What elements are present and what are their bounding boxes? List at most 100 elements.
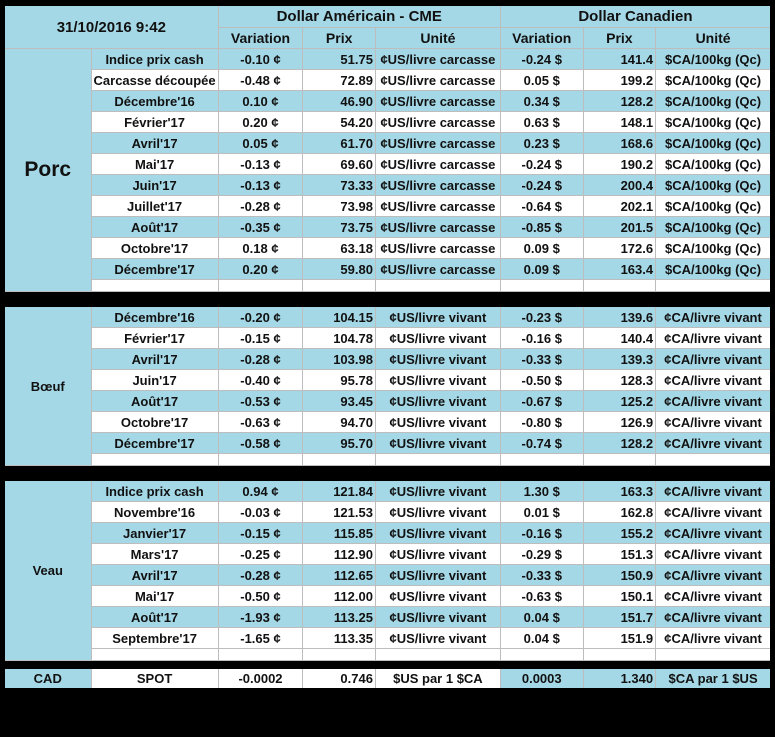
us-unit: ¢US/livre carcasse	[374, 153, 501, 175]
ca-price: 202.1	[582, 195, 657, 217]
us-unit: ¢US/livre vivant	[374, 501, 501, 523]
us-unit: ¢US/livre carcasse	[374, 48, 501, 70]
ca-variation: -0.64 $	[499, 195, 584, 217]
us-price: 103.98	[302, 348, 376, 370]
section-label: Bœuf	[3, 306, 92, 466]
row-label: Indice prix cash	[90, 48, 219, 70]
us-variation: -0.28 ¢	[217, 564, 304, 586]
ca-price: 126.9	[582, 411, 657, 433]
header-row-columns: Variation Prix Unité Variation Prix Unit…	[4, 27, 772, 49]
us-variation: -1.65 ¢	[217, 627, 304, 649]
row-label: Avril'17	[90, 132, 219, 154]
ca-price: 172.6	[582, 237, 657, 259]
us-unit: ¢US/livre vivant	[374, 606, 501, 628]
row-label: Juin'17	[90, 174, 219, 196]
empty-cell	[582, 453, 657, 466]
ca-price: 151.7	[582, 606, 657, 628]
row-label: Décembre'17	[90, 432, 219, 454]
ca-unit: ¢CA/livre vivant	[655, 432, 772, 454]
us-unit: ¢US/livre carcasse	[374, 132, 501, 154]
ca-price: 139.3	[582, 348, 657, 370]
us-variation: 0.18 ¢	[217, 237, 304, 259]
ca-unit: ¢CA/livre vivant	[655, 606, 772, 628]
ca-variation: -0.85 $	[499, 216, 584, 238]
us-price: 0.746	[302, 668, 376, 690]
row-label: Septembre'17	[90, 627, 219, 649]
us-unit: ¢US/livre vivant	[374, 411, 501, 433]
empty-cell	[374, 648, 501, 661]
us-unit: ¢US/livre vivant	[374, 522, 501, 544]
us-variation: -0.15 ¢	[217, 522, 304, 544]
empty-cell	[374, 279, 501, 292]
us-variation: -0.28 ¢	[217, 348, 304, 370]
ca-variation: 0.0003	[499, 668, 584, 690]
us-unit: ¢US/livre carcasse	[374, 216, 501, 238]
us-variation: 0.10 ¢	[217, 90, 304, 112]
ca-variation: 0.09 $	[499, 237, 584, 259]
us-unit: ¢US/livre vivant	[374, 543, 501, 565]
ca-prix-header: Prix	[582, 27, 657, 49]
ca-unit: $CA/100kg (Qc)	[655, 132, 772, 154]
commodity-price-table: 31/10/2016 9:42 Dollar Américain - CME D…	[2, 3, 773, 691]
us-price: 95.78	[302, 369, 376, 391]
ca-price: 155.2	[582, 522, 657, 544]
ca-unit: ¢CA/livre vivant	[655, 327, 772, 349]
ca-variation: -0.24 $	[499, 174, 584, 196]
empty-cell	[499, 453, 584, 466]
row-label: Novembre'16	[90, 501, 219, 523]
us-variation: -0.63 ¢	[217, 411, 304, 433]
ca-price: 150.9	[582, 564, 657, 586]
row-label: Février'17	[90, 327, 219, 349]
ca-variation: -0.67 $	[499, 390, 584, 412]
ca-variation: -0.80 $	[499, 411, 584, 433]
ca-price: 128.2	[582, 90, 657, 112]
section-label: Porc	[3, 48, 92, 292]
us-variation: -0.20 ¢	[217, 306, 304, 328]
section-gap	[3, 465, 772, 481]
us-unit: ¢US/livre carcasse	[374, 69, 501, 91]
ca-unit: ¢CA/livre vivant	[655, 369, 772, 391]
empty-cell	[217, 279, 304, 292]
ca-variation: 1.30 $	[499, 480, 584, 502]
empty-cell	[655, 279, 772, 292]
us-price: 63.18	[302, 237, 376, 259]
us-price: 59.80	[302, 258, 376, 280]
us-variation: -0.13 ¢	[217, 174, 304, 196]
us-price: 115.85	[302, 522, 376, 544]
us-variation: -0.28 ¢	[217, 195, 304, 217]
us-variation: 0.94 ¢	[217, 480, 304, 502]
us-price: 51.75	[302, 48, 376, 70]
ca-variation: -0.33 $	[499, 348, 584, 370]
us-price: 112.90	[302, 543, 376, 565]
ca-block-title: Dollar Canadien	[499, 4, 773, 28]
us-unit: ¢US/livre vivant	[374, 306, 501, 328]
row-label: Août'17	[90, 606, 219, 628]
ca-unit: ¢CA/livre vivant	[655, 348, 772, 370]
ca-price: 141.4	[582, 48, 657, 70]
us-variation: -0.48 ¢	[217, 69, 304, 91]
empty-cell	[499, 279, 584, 292]
ca-price: 163.4	[582, 258, 657, 280]
ca-unit: $CA/100kg (Qc)	[655, 48, 772, 70]
section-label: CAD	[3, 668, 92, 690]
ca-price: 201.5	[582, 216, 657, 238]
ca-unit: ¢CA/livre vivant	[655, 543, 772, 565]
empty-cell	[302, 453, 376, 466]
header-row-titles: 31/10/2016 9:42 Dollar Américain - CME D…	[3, 4, 773, 49]
us-price: 121.84	[302, 480, 376, 502]
ca-unit: $CA/100kg (Qc)	[655, 90, 772, 112]
ca-price: 148.1	[582, 111, 657, 133]
ca-price: 163.3	[582, 480, 657, 502]
ca-variation: -0.33 $	[499, 564, 584, 586]
row-label: Juin'17	[90, 369, 219, 391]
us-variation: -0.50 ¢	[217, 585, 304, 607]
us-variation: -0.40 ¢	[217, 369, 304, 391]
us-price: 61.70	[302, 132, 376, 154]
us-unit: ¢US/livre vivant	[374, 348, 501, 370]
ca-unit: $CA/100kg (Qc)	[655, 174, 772, 196]
ca-price: 139.6	[582, 306, 657, 328]
ca-price: 190.2	[582, 153, 657, 175]
ca-unite-header: Unité	[655, 27, 772, 49]
us-variation: 0.20 ¢	[217, 258, 304, 280]
ca-price: 162.8	[582, 501, 657, 523]
